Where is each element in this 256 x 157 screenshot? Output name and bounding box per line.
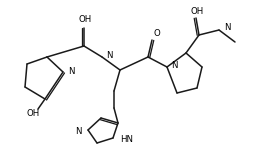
- Text: N: N: [106, 51, 112, 60]
- Text: O: O: [154, 30, 160, 38]
- Text: N: N: [76, 127, 82, 135]
- Text: OH: OH: [26, 108, 40, 117]
- Text: HN: HN: [120, 135, 133, 144]
- Text: N: N: [171, 62, 177, 70]
- Text: N: N: [224, 24, 230, 32]
- Text: N: N: [68, 67, 74, 76]
- Text: OH: OH: [190, 6, 204, 16]
- Text: OH: OH: [78, 16, 92, 24]
